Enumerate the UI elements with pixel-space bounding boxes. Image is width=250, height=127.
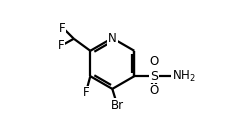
Text: F: F [59, 22, 66, 35]
Text: Br: Br [111, 99, 124, 112]
Text: N: N [108, 32, 117, 45]
Text: F: F [58, 39, 64, 52]
Text: NH$_2$: NH$_2$ [172, 69, 196, 84]
Text: O: O [149, 84, 158, 97]
Text: S: S [150, 70, 158, 83]
Text: F: F [82, 86, 89, 99]
Text: O: O [149, 55, 158, 68]
